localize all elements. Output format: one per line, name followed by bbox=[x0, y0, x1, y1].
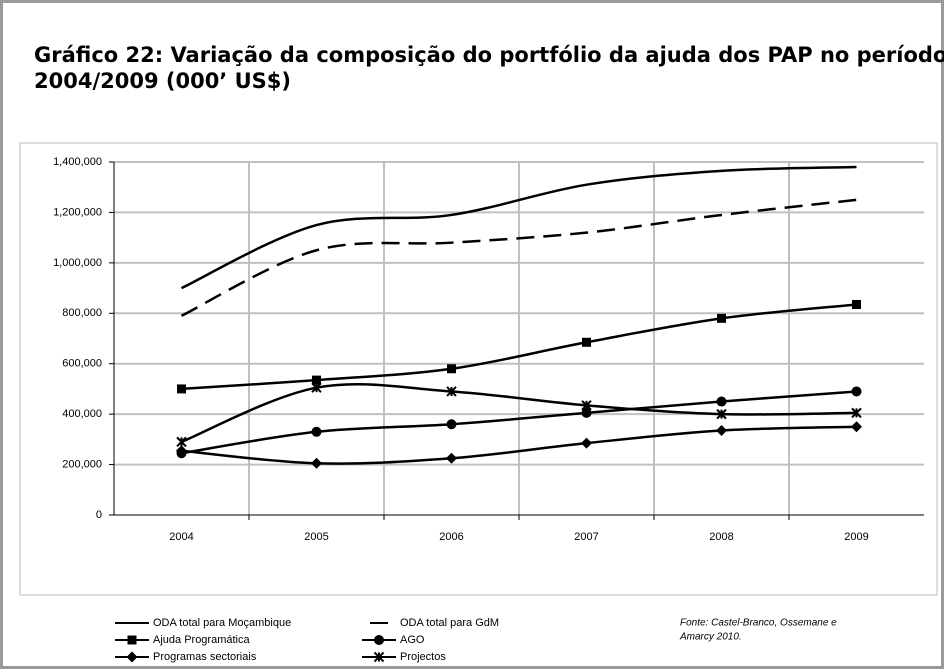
marker bbox=[177, 384, 186, 394]
chart-title: Gráfico 22: Variação da composição do po… bbox=[34, 43, 944, 67]
x-tick-label: 2006 bbox=[439, 531, 463, 543]
marker bbox=[312, 375, 321, 385]
legend-label: ODA total para GdM bbox=[400, 617, 499, 629]
x-tick-label: 2005 bbox=[304, 531, 328, 543]
marker bbox=[374, 635, 384, 645]
marker bbox=[851, 407, 862, 419]
legend-label: Projectos bbox=[400, 651, 446, 663]
marker bbox=[311, 457, 322, 469]
series-line bbox=[181, 425, 857, 465]
marker bbox=[176, 445, 187, 457]
legend-label: ODA total para Moçambique bbox=[153, 617, 291, 629]
marker bbox=[582, 337, 591, 347]
marker bbox=[716, 408, 727, 420]
marker bbox=[446, 386, 457, 397]
x-tick-label: 2007 bbox=[574, 531, 598, 543]
y-tick-label: 600,000 bbox=[62, 358, 102, 370]
marker bbox=[581, 437, 592, 449]
series-line bbox=[180, 165, 857, 290]
marker bbox=[852, 299, 861, 309]
marker bbox=[176, 436, 187, 448]
x-tick-label: 2009 bbox=[844, 531, 868, 543]
marker bbox=[581, 400, 592, 411]
marker bbox=[851, 421, 862, 433]
legend-label: Programas sectoriais bbox=[153, 651, 257, 663]
chart-frame bbox=[19, 142, 938, 596]
y-tick-label: 400,000 bbox=[62, 408, 102, 420]
marker bbox=[446, 452, 457, 464]
x-tick-label: 2004 bbox=[169, 531, 193, 543]
y-tick-label: 1,000,000 bbox=[53, 257, 102, 269]
y-tick-label: 0 bbox=[96, 509, 102, 521]
marker bbox=[717, 313, 726, 323]
marker bbox=[311, 426, 322, 437]
marker bbox=[373, 651, 385, 663]
y-tick-label: 200,000 bbox=[62, 458, 102, 470]
y-tick-label: 1,200,000 bbox=[53, 206, 102, 218]
y-tick-label: 1,400,000 bbox=[53, 156, 102, 168]
marker bbox=[581, 407, 592, 418]
y-tick-label: 800,000 bbox=[62, 307, 102, 319]
series-line bbox=[180, 198, 857, 317]
marker bbox=[716, 396, 727, 407]
marker bbox=[447, 364, 456, 374]
marker bbox=[127, 635, 137, 645]
legend-label: AGO bbox=[400, 634, 425, 646]
series-line bbox=[181, 383, 857, 444]
source-note: Fonte: Castel-Branco, Ossemane e bbox=[680, 618, 837, 629]
source-note: Amarcy 2010. bbox=[679, 632, 742, 643]
marker bbox=[126, 651, 138, 663]
marker bbox=[311, 382, 322, 393]
series-line bbox=[181, 390, 857, 455]
marker bbox=[851, 386, 862, 397]
marker bbox=[716, 425, 727, 437]
chart-title: 2004/2009 (000’ US$) bbox=[34, 69, 291, 93]
series-line bbox=[181, 303, 857, 391]
marker bbox=[446, 419, 457, 430]
legend-label: Ajuda Programática bbox=[153, 634, 250, 646]
x-tick-label: 2008 bbox=[709, 531, 733, 543]
